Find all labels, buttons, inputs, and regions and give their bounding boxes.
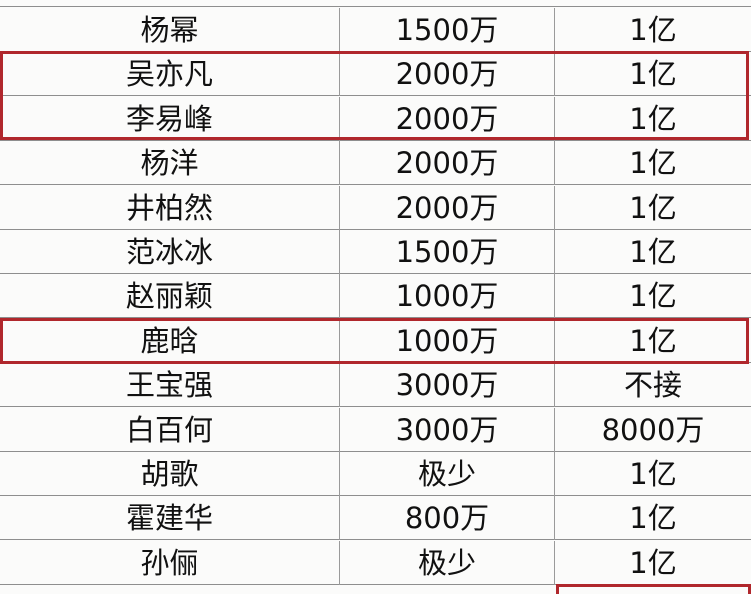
table-row: 范冰冰 1500万 1亿 [0,230,751,274]
value2-cell: 1亿 [629,13,677,47]
value1-cell: 3000万 [340,407,555,452]
value1-cell: 2000万 [340,141,555,186]
value2-cell: 1亿 [629,501,677,536]
table-row: 白百何 3000万 8000万 [0,407,751,452]
table-row: 孙俪 极少 1亿 [0,540,751,585]
value1-cell: 800万 [340,496,555,541]
table-row: 霍建华 800万 1亿 [0,496,751,541]
name-cell: 白百何 [0,407,340,452]
value2-cell: 1亿 [629,190,677,225]
name-cell: 吴亦凡 [0,52,340,97]
highlight-box-bottom-right [556,584,751,594]
name-cell: 孙俪 [0,540,340,585]
value1-cell: 极少 [340,540,555,585]
value2-cell: 1亿 [629,279,677,314]
table-row: 井柏然 2000万 1亿 [0,185,751,230]
table-row: 王宝强 3000万 不接 [0,363,751,408]
name-cell: 赵丽颖 [0,274,340,319]
value1-cell: 1000万 [340,274,555,319]
value1-cell: 1500万 [340,230,555,274]
value1-cell: 2000万 [340,96,555,141]
value1-cell: 1500万 [340,8,555,52]
name-cell: 李易峰 [0,96,340,141]
value2-cell: 1亿 [629,235,677,269]
value2-cell: 1亿 [629,146,677,181]
name-cell: 霍建华 [0,496,340,541]
name-cell: 杨幂 [0,8,340,52]
value1-cell: 3000万 [340,363,555,408]
name-cell: 井柏然 [0,185,340,230]
name-cell: 王宝强 [0,363,340,408]
table-row: 鹿晗 1000万 1亿 [0,318,751,363]
name-cell: 范冰冰 [0,230,340,274]
value2-cell: 1亿 [629,57,677,92]
value2-cell: 不接 [623,368,682,403]
table-row: 杨幂 1500万 1亿 [0,8,751,52]
value2-cell: 1亿 [629,457,677,491]
value1-cell: 2000万 [340,52,555,97]
value2-cell: 1亿 [629,323,677,358]
value1-cell: 2000万 [340,185,555,230]
name-cell: 胡歌 [0,452,340,496]
value1-cell: 极少 [340,452,555,496]
table-row: 吴亦凡 2000万 1亿 [0,52,751,97]
name-cell: 鹿晗 [0,318,340,363]
value2-cell: 1亿 [629,545,677,580]
name-cell: 杨洋 [0,141,340,186]
table-row: 杨洋 2000万 1亿 [0,141,751,186]
value2-cell: 1亿 [629,101,677,136]
value2-cell: 8000万 [601,412,705,447]
value1-cell: 1000万 [340,318,555,363]
table-row: 赵丽颖 1000万 1亿 [0,274,751,319]
table-top-border [0,6,751,7]
table-row: 胡歌 极少 1亿 [0,452,751,496]
table-row: 李易峰 2000万 1亿 [0,96,751,141]
